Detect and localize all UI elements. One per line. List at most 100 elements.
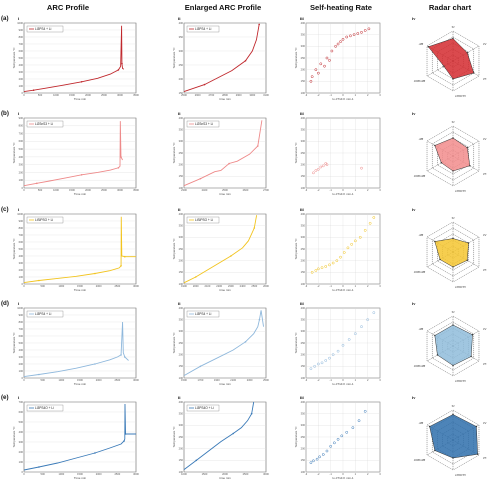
radar-axis-label: T1 xyxy=(451,25,455,29)
plot-frame xyxy=(23,117,137,189)
x-tick-label: -1 xyxy=(330,378,333,382)
y-tick-label: 350 xyxy=(179,224,184,228)
radar-axis-label: ΔH xyxy=(418,421,424,425)
series-point xyxy=(121,62,123,65)
y-tick-label: 400 xyxy=(179,212,184,216)
series-point xyxy=(253,227,256,229)
x-tick-label: 2600 xyxy=(195,93,201,97)
series-point xyxy=(120,156,122,158)
legend-label: Li2SnS3 + Li xyxy=(195,122,213,126)
x-tick-label: 1 xyxy=(355,472,357,476)
series-point xyxy=(258,23,260,26)
y-tick-label: 250 xyxy=(301,151,306,155)
scatter-point xyxy=(321,453,325,456)
y-tick-label: 350 xyxy=(301,224,306,228)
x-tick-label: 3000 xyxy=(133,284,139,288)
x-axis-label: lo dT/dt K min-1 xyxy=(332,192,354,196)
x-tick-label: -3 xyxy=(305,93,308,97)
x-tick-label: -3 xyxy=(305,472,308,476)
legend-box xyxy=(26,404,64,412)
scatter-point xyxy=(312,171,315,175)
series-point xyxy=(120,354,122,356)
scatter-point xyxy=(330,49,334,53)
x-tick-label: 1500 xyxy=(77,378,83,382)
panel-numeral: iv xyxy=(412,207,416,212)
y-axis-label: Temperature °C xyxy=(12,238,16,260)
scatter-point xyxy=(360,325,363,329)
scatter-point xyxy=(319,165,323,169)
y-tick-label: 400 xyxy=(301,21,306,25)
series-point xyxy=(194,276,197,278)
scatter-point xyxy=(366,318,370,322)
scatter-point xyxy=(321,164,325,168)
scatter-point xyxy=(331,261,335,265)
y-tick-label: 200 xyxy=(301,68,306,72)
y-tick-label: 300 xyxy=(301,423,306,427)
scatter-point xyxy=(336,437,340,441)
series-point xyxy=(124,356,126,358)
scatter-point xyxy=(310,75,314,79)
series-point xyxy=(94,363,96,365)
radar-vertex xyxy=(434,240,436,243)
x-tick-label: 3 xyxy=(379,188,381,192)
series-point xyxy=(199,177,202,180)
series-point xyxy=(124,433,127,435)
y-tick-label: 350 xyxy=(179,128,184,132)
radar-vertex xyxy=(427,46,430,48)
y-tick-label: 350 xyxy=(301,33,306,37)
x-tick-label: 2000 xyxy=(96,472,102,476)
x-axis-label: Time min xyxy=(74,192,87,196)
legend-box xyxy=(186,25,220,33)
header-enlarged-arc-profile: Enlarged ARC Profile xyxy=(185,3,262,12)
x-tick-label: 2 xyxy=(367,284,369,288)
scatter-point xyxy=(316,167,320,171)
scatter-point xyxy=(341,37,345,41)
panel-numeral: i xyxy=(18,395,20,400)
x-tick-label: 0 xyxy=(23,284,25,288)
x-axis-label: time min xyxy=(219,476,231,480)
panel-numeral: i xyxy=(18,301,20,306)
x-axis-label: Time min xyxy=(74,97,87,101)
x-tick-label: 2000 xyxy=(96,284,102,288)
radar-axis-label: T2 xyxy=(483,42,487,46)
y-tick-label: 400 xyxy=(19,254,24,258)
scatter-point xyxy=(336,42,340,46)
y-tick-label: 300 xyxy=(301,235,306,239)
x-tick-label: 1000 xyxy=(53,188,59,192)
x-tick-label: 1000 xyxy=(53,93,59,97)
y-tick-label: 300 xyxy=(301,139,306,143)
x-tick-label: 0 xyxy=(23,378,25,382)
radar-area xyxy=(434,238,469,268)
row-label: (c) xyxy=(1,206,9,213)
scatter-point xyxy=(318,455,321,459)
y-tick-label: 100 xyxy=(19,178,24,182)
y-tick-label: 100 xyxy=(301,282,306,286)
x-tick-label: 3000 xyxy=(249,93,255,97)
radar-area xyxy=(427,38,475,80)
y-tick-label: 150 xyxy=(301,364,306,368)
y-tick-label: 100 xyxy=(179,470,184,474)
radar-axis-label: T3 xyxy=(483,456,487,460)
y-axis-label: Temperature °C xyxy=(294,142,298,164)
scatter-point xyxy=(309,461,313,465)
y-tick-label: 100 xyxy=(179,186,184,190)
x-tick-label: 2400 xyxy=(240,284,246,288)
y-tick-label: 200 xyxy=(19,362,24,366)
x-tick-label: 1000 xyxy=(58,472,64,476)
panel-c-ii: 100 150 200 250 300 350 400 1900 2000 2100 2200 230… xyxy=(172,207,269,292)
series-point xyxy=(117,69,120,71)
x-tick-label: 2600 xyxy=(243,188,249,192)
scatter-point xyxy=(328,356,331,360)
x-tick-label: 3000 xyxy=(117,188,123,192)
radar-axis-label: T1 xyxy=(451,310,455,314)
x-tick-label: 3000 xyxy=(263,472,269,476)
y-tick-label: 200 xyxy=(301,353,306,357)
x-tick-label: 2100 xyxy=(205,284,211,288)
radar-axis-label: T2 xyxy=(483,137,487,141)
x-tick-label: 2300 xyxy=(247,378,253,382)
legend-box xyxy=(186,404,220,412)
x-tick-label: 2400 xyxy=(202,188,208,192)
